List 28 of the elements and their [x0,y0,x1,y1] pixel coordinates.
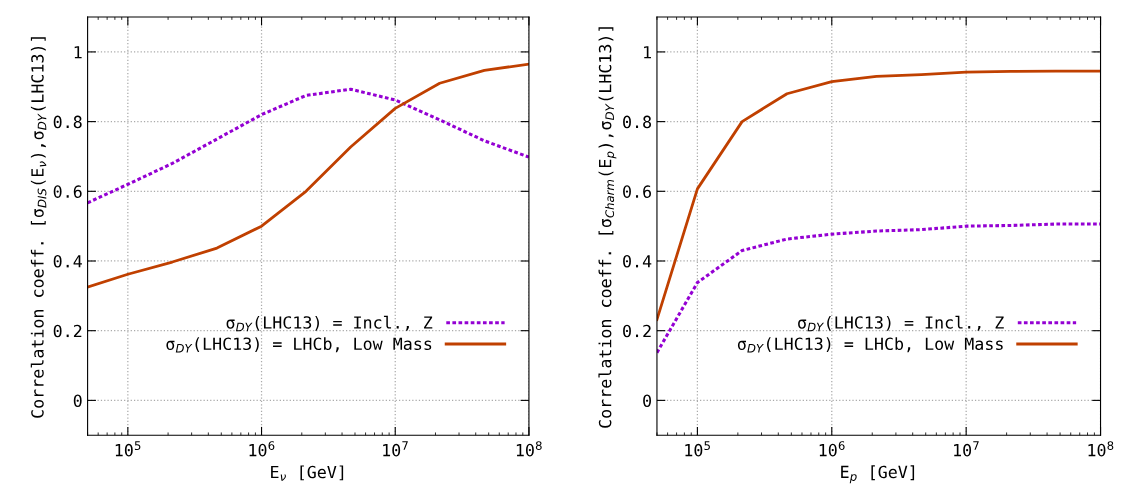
legend-label: σ$_{DY}$(LHC13) = LHCb, Low Mass [166,337,432,353]
y-tick-label: 1 [644,46,651,59]
x-tick-label: 10$^{5}$ [685,441,710,457]
x-tick-label: 10$^{6}$ [819,441,845,457]
y-tick-label: 0 [73,394,82,407]
x-tick-label: 10$^{8}$ [1088,441,1114,457]
x-tick-label: 10$^{6}$ [249,441,275,457]
y-tick-label: 0.6 [623,185,652,198]
y-tick-label: 0.8 [53,115,82,129]
x-tick-label: 10$^{5}$ [115,441,141,457]
y-axis-title: Correlation coeff. [σ$_{DIS}$(E$_{ν}$),σ$_{DY}$(LHC13)] [30,37,47,418]
text: E$_{ν}$ [GeV] [271,465,344,481]
text: E$_{p}$ [GeV] [841,465,915,484]
x-tick-label: 10$^{8}$ [516,441,542,457]
y-tick-label: 0 [643,394,652,407]
legend-label: σ$_{DY}$(LHC13) = Incl., Z [798,315,1004,332]
y-tick-label: 0.4 [53,255,82,268]
y-tick-label: 0.6 [53,185,82,198]
y-tick-label: 0.2 [53,324,82,338]
y-tick-label: 0.2 [623,324,651,338]
legend-label: σ$_{DY}$(LHC13) = Incl., Z [226,315,433,332]
y-tick-label: 0.8 [623,115,652,129]
legend-label: σ$_{DY}$(LHC13) = LHCb, Low Mass [737,337,1003,353]
y-tick-label: 0.4 [623,255,652,268]
y-axis-title: Correlation coeff. [σ$_{Charm}$(E$_{p}$),σ$_{DY}$(LHC13)] [598,27,617,428]
x-tick-label: 10$^{7}$ [383,441,408,457]
y-tick-label: 1 [74,46,82,59]
x-tick-label: 10$^{7}$ [954,441,979,457]
